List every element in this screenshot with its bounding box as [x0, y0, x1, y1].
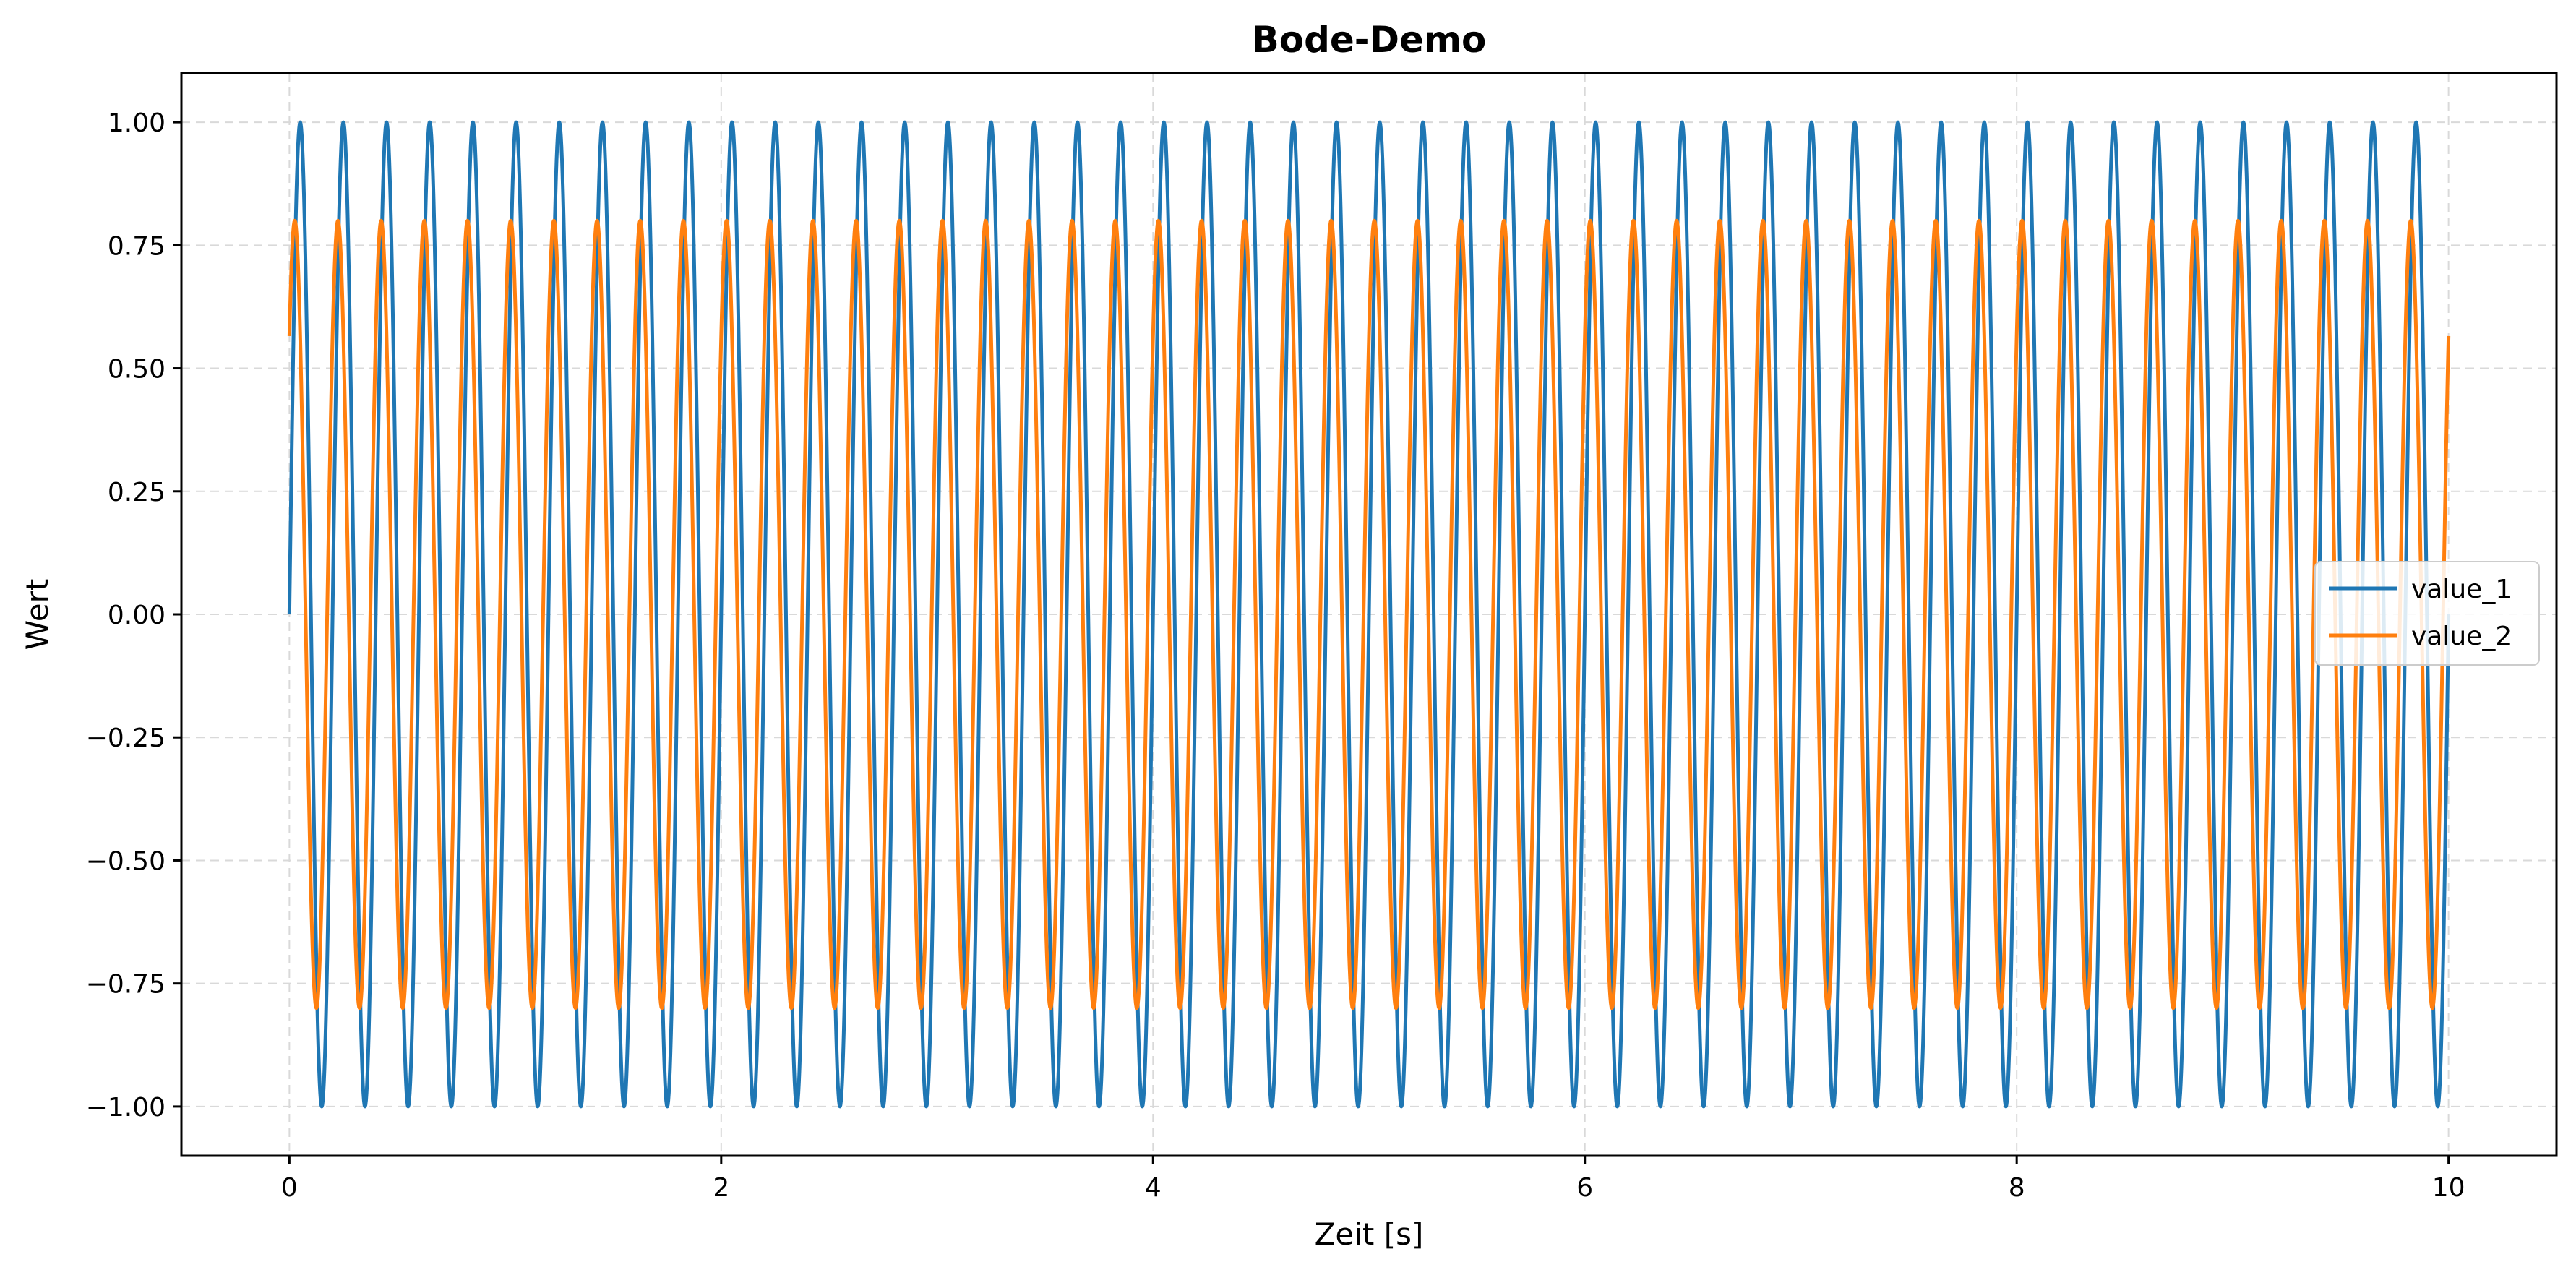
legend: value_1 value_2	[2314, 561, 2540, 666]
x-tick-label-1: 2	[713, 1173, 729, 1203]
y-tick-label-6: 0.50	[108, 355, 166, 385]
y-axis-label: Wert	[20, 579, 55, 651]
x-axis-label: Zeit [s]	[1315, 1216, 1424, 1252]
x-tick-label-2: 4	[1145, 1173, 1162, 1203]
y-tick-label-7: 0.75	[108, 231, 166, 261]
x-tick-label-0: 0	[281, 1173, 298, 1203]
y-tick-label-8: 1.00	[108, 108, 166, 138]
y-tick-label-0: −1.00	[86, 1093, 166, 1122]
y-tick-label-4: 0.00	[108, 601, 166, 630]
x-tick-label-4: 8	[2009, 1173, 2025, 1203]
y-tick-label-1: −0.75	[86, 970, 166, 1000]
chart-title: Bode-Demo	[1252, 19, 1487, 61]
legend-label-value-2: value_2	[2411, 622, 2512, 651]
y-tick-label-5: 0.25	[108, 478, 166, 507]
series-layer	[287, 120, 2451, 1109]
legend-label-value-1: value_1	[2411, 575, 2512, 604]
y-axis: −1.00 −0.75 −0.50 −0.25 0.00 0.25 0.50 0.75 1.00	[86, 108, 181, 1122]
x-axis: 0 2 4 6 8 10	[281, 1156, 2465, 1203]
x-tick-label-5: 10	[2432, 1173, 2465, 1203]
x-tick-label-3: 6	[1576, 1173, 1593, 1203]
y-tick-label-3: −0.25	[86, 724, 166, 753]
series-line-value-1	[287, 120, 2451, 1109]
series-line-value-2	[287, 218, 2451, 1010]
y-tick-label-2: −0.50	[86, 846, 166, 876]
